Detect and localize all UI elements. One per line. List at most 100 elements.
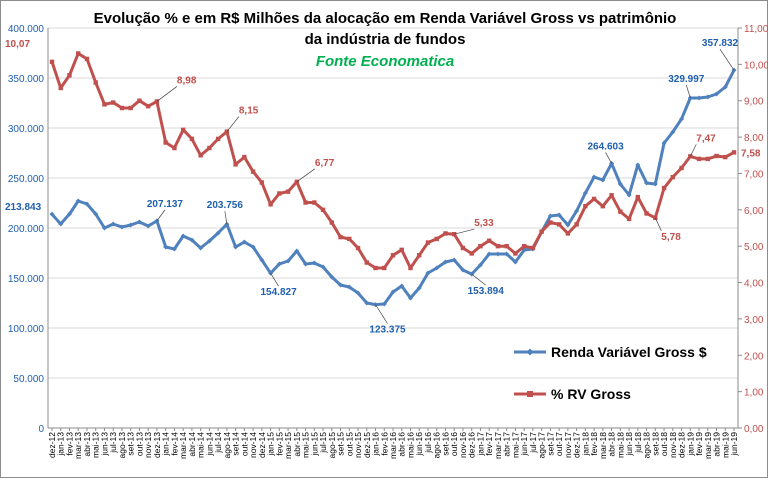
y-left-tick-label: 350.000 (8, 74, 45, 85)
x-tick-label: dez-16 (467, 432, 477, 458)
data-point-renda-variavel (206, 238, 212, 244)
x-tick-label: jun-17 (519, 432, 529, 457)
x-tick-label: jun-15 (309, 432, 319, 457)
x-tick-label: abr-16 (397, 432, 407, 457)
x-tick-label: nov-17 (563, 432, 573, 458)
x-tick-label: jul-14 (213, 432, 223, 454)
x-tick-label: out-15 (344, 432, 354, 456)
data-point-renda-variavel (180, 233, 186, 239)
series-layer (49, 51, 737, 308)
data-point-pct-rv (504, 243, 509, 249)
data-point-pct-rv (408, 265, 413, 271)
data-point-pct-rv (644, 211, 649, 216)
x-tick-label: jul-17 (528, 432, 538, 454)
data-point-renda-variavel (250, 244, 256, 250)
x-tick-label: abr-14 (187, 432, 197, 457)
data-point-pct-rv (137, 98, 142, 103)
leader-line (375, 304, 388, 324)
y-left-tick-label: 250.000 (8, 174, 45, 185)
leader-line (689, 144, 697, 157)
data-point-renda-variavel (582, 190, 588, 196)
data-label-pct-rv: 10,07 (5, 39, 30, 50)
data-point-pct-rv (364, 260, 369, 265)
series-line-pct-rv (50, 52, 735, 270)
data-point-pct-rv (679, 165, 684, 171)
data-point-pct-rv (145, 103, 151, 109)
data-point-pct-rv (268, 202, 273, 207)
x-tick-label: dez-17 (572, 432, 582, 458)
data-point-renda-variavel (442, 259, 448, 265)
y-right-tick-label: 0,00 (744, 424, 764, 435)
data-point-pct-rv (443, 231, 448, 236)
x-tick-label: jan-17 (475, 432, 485, 457)
data-point-pct-rv (670, 174, 675, 180)
data-point-renda-variavel (434, 265, 440, 271)
data-label-pct-rv: 8,98 (177, 75, 197, 86)
data-point-pct-rv (49, 59, 55, 65)
legend-swatch-marker (527, 391, 533, 397)
leader-line (471, 273, 486, 286)
data-point-pct-rv (242, 154, 247, 160)
x-tick-label: fev-16 (379, 432, 389, 456)
y-left-tick-label: 50.000 (13, 374, 44, 385)
x-tick-label: jan-15 (266, 432, 276, 457)
data-point-pct-rv (250, 169, 256, 174)
data-point-pct-rv (434, 236, 439, 242)
leader-line (156, 209, 166, 222)
data-label-pct-rv: 8,15 (239, 106, 259, 117)
data-point-renda-variavel (565, 222, 571, 228)
x-tick-label: nov-16 (458, 432, 468, 458)
data-point-renda-variavel (617, 181, 623, 187)
x-tick-label: jun-19 (729, 432, 739, 457)
data-point-pct-rv (84, 56, 90, 62)
x-tick-label: jan-18 (580, 432, 590, 457)
x-tick-label: abr-15 (292, 432, 302, 457)
x-tick-label: mar-14 (178, 432, 188, 459)
y-right-tick-label: 9,00 (744, 97, 764, 108)
data-label-renda-variavel: 207.137 (147, 199, 184, 210)
data-point-pct-rv (111, 100, 116, 105)
data-point-renda-variavel (696, 95, 702, 101)
x-tick-label: dez-13 (152, 432, 162, 458)
data-point-pct-rv (556, 222, 562, 227)
data-point-pct-rv (574, 222, 579, 227)
data-point-pct-rv (58, 85, 63, 91)
x-tick-label: mar-13 (73, 432, 83, 459)
data-point-pct-rv (382, 265, 387, 271)
data-point-pct-rv (486, 238, 492, 243)
data-point-renda-variavel (591, 174, 597, 180)
data-point-pct-rv (417, 253, 422, 258)
x-tick-label: jun-16 (414, 432, 424, 457)
data-point-pct-rv (67, 73, 72, 78)
x-tick-label: nov-14 (248, 432, 258, 458)
data-point-renda-variavel (407, 295, 413, 301)
y-right-tick-label: 8,00 (744, 133, 764, 144)
x-tick-label: out-14 (239, 432, 249, 456)
data-point-pct-rv (565, 231, 571, 236)
data-point-pct-rv (355, 245, 361, 251)
data-point-renda-variavel (303, 261, 309, 267)
data-point-pct-rv (460, 245, 466, 251)
data-point-renda-variavel (600, 177, 606, 183)
data-point-pct-rv (233, 162, 238, 167)
x-tick-label: dez-14 (257, 432, 267, 458)
x-tick-label: out-13 (134, 432, 144, 456)
y-right-tick-label: 5,00 (744, 242, 764, 253)
legend: Renda Variável Gross $ % RV Gross (514, 344, 707, 402)
data-label-renda-variavel: 329.997 (668, 74, 705, 85)
chart-subtitle: Fonte Economatica (316, 53, 454, 70)
data-point-pct-rv (215, 136, 221, 142)
x-tick-label: ago-14 (222, 432, 232, 459)
axis-layer: 0 50.000 100.000 150.000 200.000 250.000 300.0… (8, 24, 768, 459)
chart-title-line1: Evolução % e em R$ Milhões da alocação e… (94, 10, 677, 27)
data-point-pct-rv (548, 220, 553, 225)
data-point-renda-variavel (364, 300, 370, 306)
data-point-pct-rv (583, 203, 588, 209)
data-point-renda-variavel (722, 84, 728, 90)
x-tick-label: mai-13 (91, 432, 101, 458)
data-point-renda-variavel (495, 251, 501, 257)
data-point-pct-rv (303, 200, 308, 205)
leader-line (605, 152, 612, 164)
data-point-renda-variavel (355, 290, 361, 296)
x-tick-label: fev-17 (484, 432, 494, 456)
